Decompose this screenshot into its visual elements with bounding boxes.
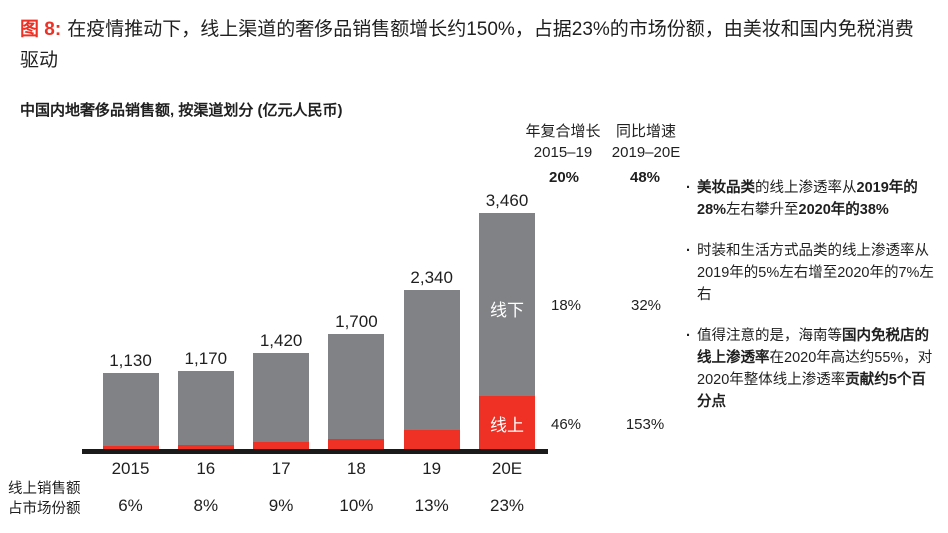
legend-offline-label: 线下 — [490, 301, 524, 320]
bar-online-segment — [253, 442, 310, 451]
bar-total-label: 1,700 — [335, 312, 378, 332]
bar-offline-segment — [253, 353, 310, 443]
bullet-marker: · — [686, 243, 691, 259]
stat-total-cagr: 20% — [548, 169, 580, 186]
bar-total-label: 1,420 — [259, 331, 303, 351]
annotation-text-segment: 美妆品类 — [697, 180, 755, 196]
bar-offline-segment — [177, 370, 234, 445]
bar-offline-segment — [102, 373, 159, 447]
bar-total-label: 1,130 — [109, 351, 152, 371]
bar-online-segment — [403, 430, 460, 451]
bar-online-segment — [177, 444, 234, 451]
annotation-text-segment: 贡献约5个百分点 — [697, 372, 926, 410]
stat-online-cagr: 46% — [550, 416, 582, 433]
bar-offline-segment — [403, 290, 460, 431]
stat-offline-yoy: 32% — [630, 297, 662, 314]
online-share-value: 23% — [489, 496, 525, 515]
annotations: · 美妆品类的线上渗透率从2019年的28%左右攀升至2020年的38% · 时装和生… — [686, 177, 938, 432]
annotation-text-segment: 在2020年高达约55%，对2020年整体线上渗透率 — [697, 350, 933, 388]
stat-col-cagr-label: 年复合增长 — [525, 123, 601, 140]
stat-total-yoy: 48% — [629, 169, 661, 186]
x-axis-tick-label: 2015 — [111, 459, 150, 478]
bar-offline-segment — [479, 213, 535, 397]
figure-title: 图 8: 在疫情推动下，线上渠道的奢侈品销售额增长约150%，占据23%的市场份额… — [20, 14, 932, 76]
online-share-value: 10% — [339, 496, 374, 515]
x-axis-tick-label: 18 — [346, 459, 366, 478]
bullet-marker: · — [686, 180, 691, 196]
online-share-row-label-line1: 线上销售额 — [8, 481, 81, 497]
online-share-row-label-line2: 占市场份额 — [8, 501, 81, 517]
bar-online-segment — [328, 439, 385, 451]
annotation-text-segment: 2019年的28% — [697, 180, 918, 218]
annotation-bullet: · 时装和生活方式品类的线上渗透率从2019年的5%左右增至2020年的7%左右 — [686, 240, 937, 306]
chart-subtitle: 中国内地奢侈品销售额, 按渠道划分 (亿元人民币) — [20, 102, 343, 119]
stat-col-cagr-header: 年复合增长 2015–19 — [525, 121, 600, 163]
x-axis-tick-label: 20E — [491, 459, 523, 478]
legend-online-label: 线上 — [490, 416, 524, 435]
bar-total-label: 1,170 — [184, 348, 228, 368]
figure-title-text: 在疫情推动下，线上渠道的奢侈品销售额增长约150%，占据23%的市场份额，由美妆… — [20, 19, 914, 71]
bar-total-label: 3,460 — [485, 191, 529, 210]
annotation-text-segment: 的线上渗透率从 — [755, 180, 857, 196]
annotation-text-segment: 国内免税店的线上渗透率 — [697, 328, 929, 366]
annotation-bullet: · 值得注意的是，海南等国内免税店的线上渗透率在2020年高达约55%，对2020… — [686, 325, 937, 413]
annotation-text-segment: 左右攀升至 — [726, 202, 799, 218]
bar-offline-segment — [328, 334, 385, 440]
x-axis-line — [82, 449, 548, 454]
annotation-text-segment: 时装和生活方式品类的线上渗透率从2019年的5%左右增至2020年的7%左右 — [697, 243, 934, 303]
stat-col-yoy-header: 同比增速 2019–20E — [612, 121, 680, 163]
bar-total-label: 2,340 — [410, 268, 453, 288]
bullet-marker: · — [686, 328, 691, 344]
bar-online-segment — [479, 396, 535, 451]
online-share-value: 13% — [414, 496, 449, 515]
x-axis-tick-label: 17 — [271, 459, 291, 478]
stat-col-yoy-label: 同比增速 — [615, 123, 676, 140]
stat-online-yoy: 153% — [625, 416, 665, 433]
stat-col-yoy-period: 2019–20E — [611, 144, 681, 161]
x-axis-tick-label: 16 — [196, 459, 216, 478]
annotation-text-segment: 2020年的38% — [798, 202, 889, 218]
online-share-value: 6% — [118, 496, 143, 515]
online-share-value: 8% — [193, 496, 219, 515]
online-share-row-label: 线上销售额 占市场份额 — [8, 479, 81, 519]
annotation-text-segment: 值得注意的是，海南等 — [697, 328, 842, 344]
stat-offline-cagr: 18% — [550, 297, 582, 314]
figure-number-tag: 图 8: — [20, 19, 62, 40]
stat-col-cagr-period: 2015–19 — [533, 144, 593, 161]
annotation-bullet: · 美妆品类的线上渗透率从2019年的28%左右攀升至2020年的38% — [686, 177, 937, 221]
online-share-value: 9% — [268, 496, 294, 515]
x-axis-tick-label: 19 — [422, 459, 442, 478]
bar-online-segment — [102, 446, 159, 451]
